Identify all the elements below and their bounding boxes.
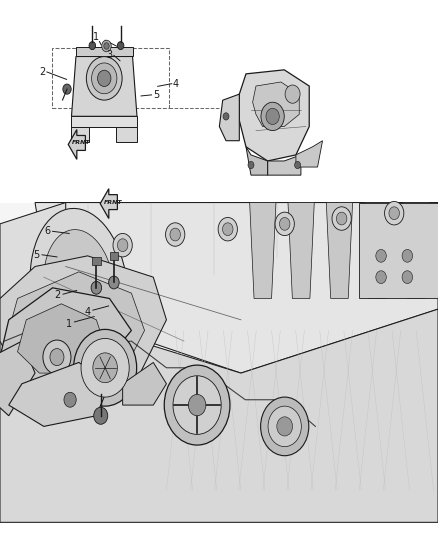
Text: 4: 4 [173,79,179,88]
Circle shape [266,108,279,125]
Circle shape [81,338,129,397]
Bar [110,252,118,260]
Polygon shape [100,189,117,219]
Circle shape [117,239,128,252]
Polygon shape [219,94,239,141]
Circle shape [261,397,309,456]
Circle shape [385,201,404,225]
Circle shape [113,233,132,257]
Circle shape [74,329,137,406]
Circle shape [64,392,76,407]
Bar [52,48,169,108]
Text: 4: 4 [85,307,91,317]
Ellipse shape [43,230,114,346]
Polygon shape [123,362,166,405]
Polygon shape [268,155,301,175]
Circle shape [173,376,221,434]
Polygon shape [239,70,309,161]
Circle shape [102,40,111,52]
Polygon shape [9,272,145,389]
Circle shape [376,249,386,262]
Circle shape [277,417,293,436]
Circle shape [188,394,206,416]
Polygon shape [0,341,35,416]
Circle shape [117,42,124,50]
Circle shape [402,271,413,284]
Polygon shape [288,203,314,298]
Text: 3: 3 [106,50,113,60]
Circle shape [104,43,109,49]
Circle shape [91,281,102,294]
Circle shape [43,340,71,374]
Polygon shape [0,203,438,522]
Polygon shape [403,203,429,298]
Bar [359,203,438,298]
Circle shape [93,353,117,383]
Circle shape [218,217,237,241]
Text: 1: 1 [66,319,72,329]
Circle shape [285,85,300,103]
Circle shape [86,56,122,100]
Bar [76,47,133,56]
Circle shape [295,161,300,168]
Polygon shape [296,141,322,167]
Polygon shape [253,82,299,126]
Circle shape [98,70,111,86]
Text: 1: 1 [93,33,99,42]
Text: FRNT: FRNT [72,141,91,146]
Polygon shape [246,147,268,175]
Polygon shape [0,256,166,400]
Circle shape [402,249,413,262]
Circle shape [170,228,180,241]
Polygon shape [0,298,438,522]
Circle shape [223,113,229,120]
Polygon shape [71,116,137,127]
Bar [92,257,101,265]
Text: 5: 5 [153,90,159,100]
Polygon shape [9,362,110,426]
Polygon shape [326,203,353,298]
Circle shape [89,42,95,50]
Circle shape [94,407,108,424]
Circle shape [248,161,254,168]
Text: 6: 6 [44,227,50,236]
Circle shape [279,217,290,230]
Circle shape [223,223,233,236]
Circle shape [332,207,351,230]
Circle shape [164,365,230,445]
Circle shape [109,276,119,289]
Text: 2: 2 [55,290,61,300]
Circle shape [336,212,347,225]
Polygon shape [71,56,137,116]
Polygon shape [364,203,391,298]
Polygon shape [71,127,89,142]
Text: 5: 5 [33,250,39,260]
Polygon shape [35,203,438,373]
Text: FRNT: FRNT [104,200,123,205]
Circle shape [376,271,386,284]
Polygon shape [68,130,85,159]
Circle shape [50,349,64,366]
Circle shape [389,207,399,220]
Circle shape [92,63,117,94]
Polygon shape [0,203,66,298]
Circle shape [275,212,294,236]
Polygon shape [0,288,131,384]
Polygon shape [250,203,276,298]
Ellipse shape [30,208,127,367]
Polygon shape [18,304,105,373]
Circle shape [261,102,284,131]
Circle shape [63,84,71,94]
Text: 2: 2 [39,67,46,77]
Circle shape [268,406,301,447]
Polygon shape [116,127,137,142]
Circle shape [166,223,185,246]
